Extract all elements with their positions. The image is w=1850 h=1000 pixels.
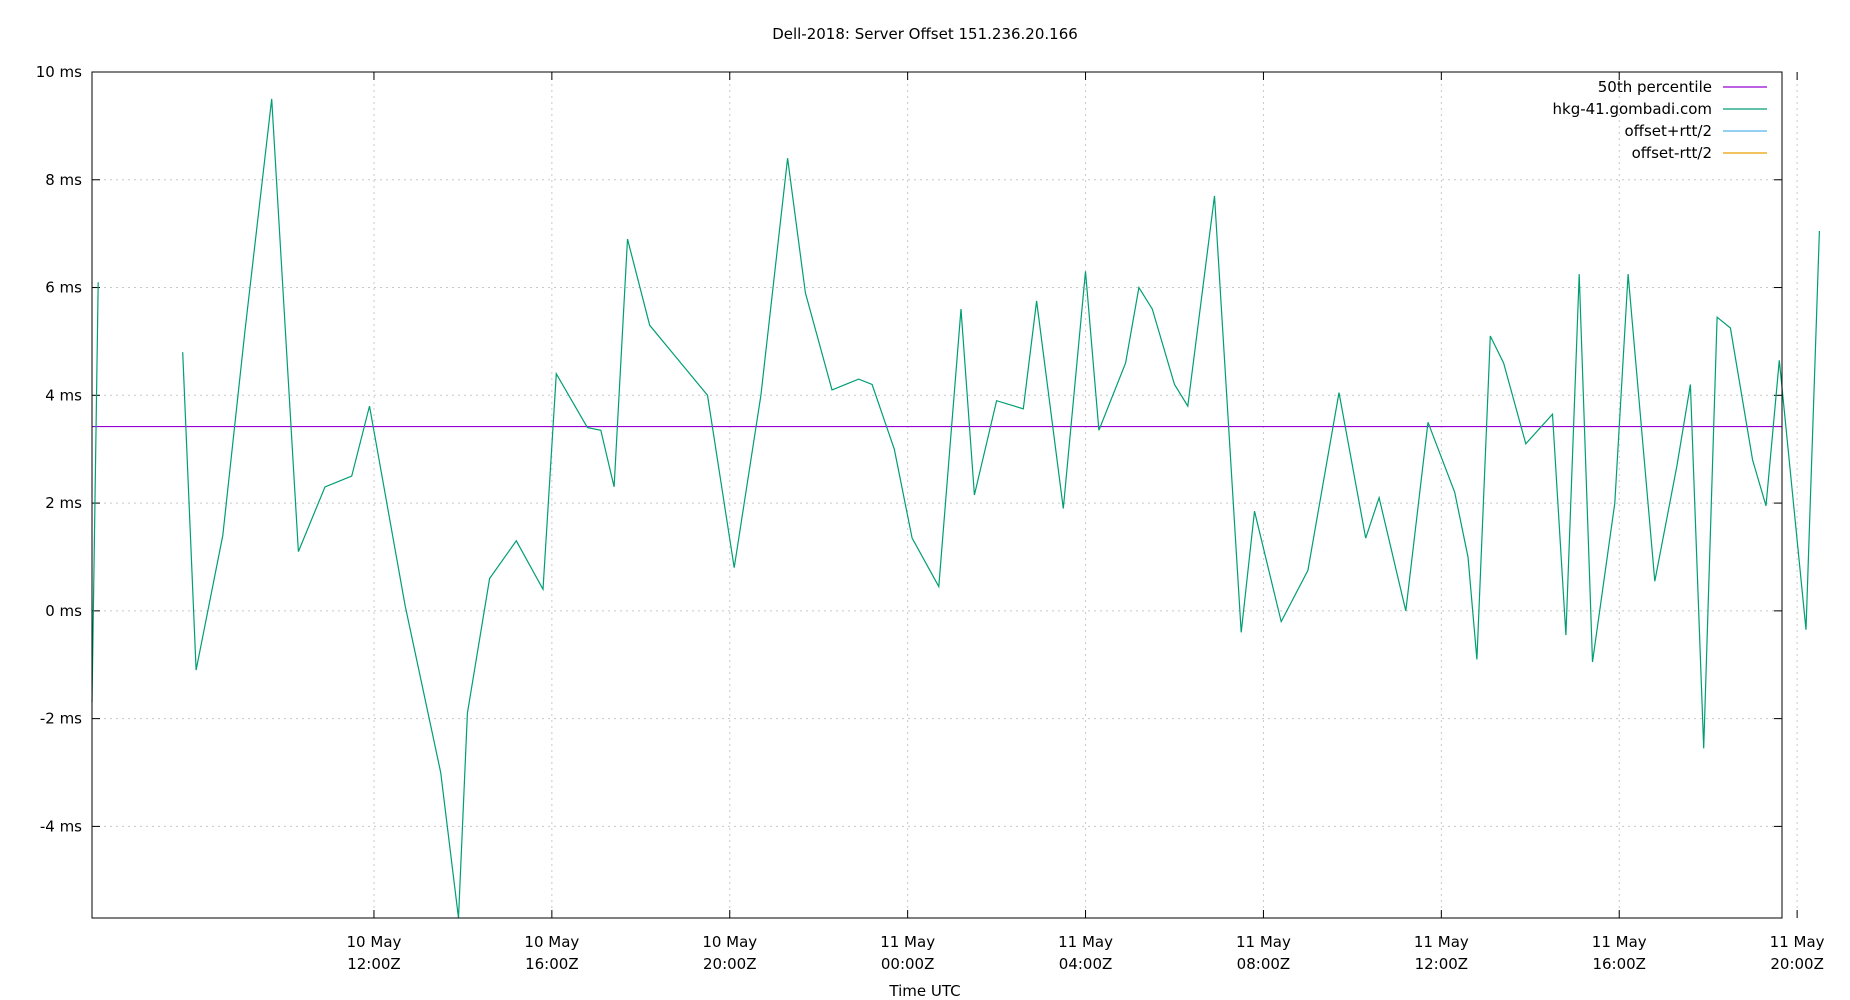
x-tick-label-date: 10 May — [524, 933, 579, 951]
x-tick-label-date: 11 May — [1058, 933, 1113, 951]
legend-label: hkg-41.gombadi.com — [1553, 100, 1713, 118]
plot-frame — [91, 71, 1783, 919]
series-layer — [91, 98, 1820, 919]
x-tick-label-time: 16:00Z — [1592, 955, 1646, 973]
y-tick-label: 4 ms — [45, 386, 82, 404]
x-tick-label-date: 11 May — [1770, 933, 1825, 951]
x-tick-label-date: 10 May — [347, 933, 402, 951]
x-tick-label-time: 16:00Z — [525, 955, 579, 973]
y-tick-label: 10 ms — [36, 63, 82, 81]
y-tick-label: -4 ms — [40, 817, 82, 835]
y-tick-label: 2 ms — [45, 494, 82, 512]
x-tick-label-date: 11 May — [880, 933, 935, 951]
legend-label: offset-rtt/2 — [1632, 144, 1712, 162]
legend-label: 50th percentile — [1598, 78, 1712, 96]
x-axis-title: Time UTC — [888, 982, 960, 1000]
legend: 50th percentile hkg-41.gombadi.com offset+… — [1553, 78, 1767, 162]
y-tick-label: 8 ms — [45, 171, 82, 189]
x-tick-label-time: 20:00Z — [703, 955, 757, 973]
grid — [92, 71, 1798, 918]
x-tick-label-time: 20:00Z — [1770, 955, 1824, 973]
chart-title: Dell-2018: Server Offset 151.236.20.166 — [772, 25, 1078, 43]
series-line — [91, 282, 99, 703]
series-line — [182, 98, 1820, 919]
x-axis: 10 May 12:00Z 10 May 16:00Z 10 May 20:00Z 11 M… — [347, 72, 1825, 973]
x-tick-label-time: 12:00Z — [347, 955, 401, 973]
x-tick-label-time: 12:00Z — [1415, 955, 1469, 973]
x-tick-label-time: 04:00Z — [1059, 955, 1113, 973]
y-tick-label: -2 ms — [40, 710, 82, 728]
y-axis: 10 ms 8 ms 6 ms 4 ms 2 ms 0 ms -2 ms -4 ms — [36, 63, 1782, 835]
legend-label: offset+rtt/2 — [1624, 122, 1712, 140]
y-tick-label: 0 ms — [45, 602, 82, 620]
x-tick-label-time: 00:00Z — [881, 955, 935, 973]
x-tick-label-date: 10 May — [702, 933, 757, 951]
x-tick-label-time: 08:00Z — [1237, 955, 1291, 973]
x-tick-label-date: 11 May — [1414, 933, 1469, 951]
x-tick-label-date: 11 May — [1236, 933, 1291, 951]
x-tick-label-date: 11 May — [1592, 933, 1647, 951]
y-tick-label: 6 ms — [45, 279, 82, 297]
